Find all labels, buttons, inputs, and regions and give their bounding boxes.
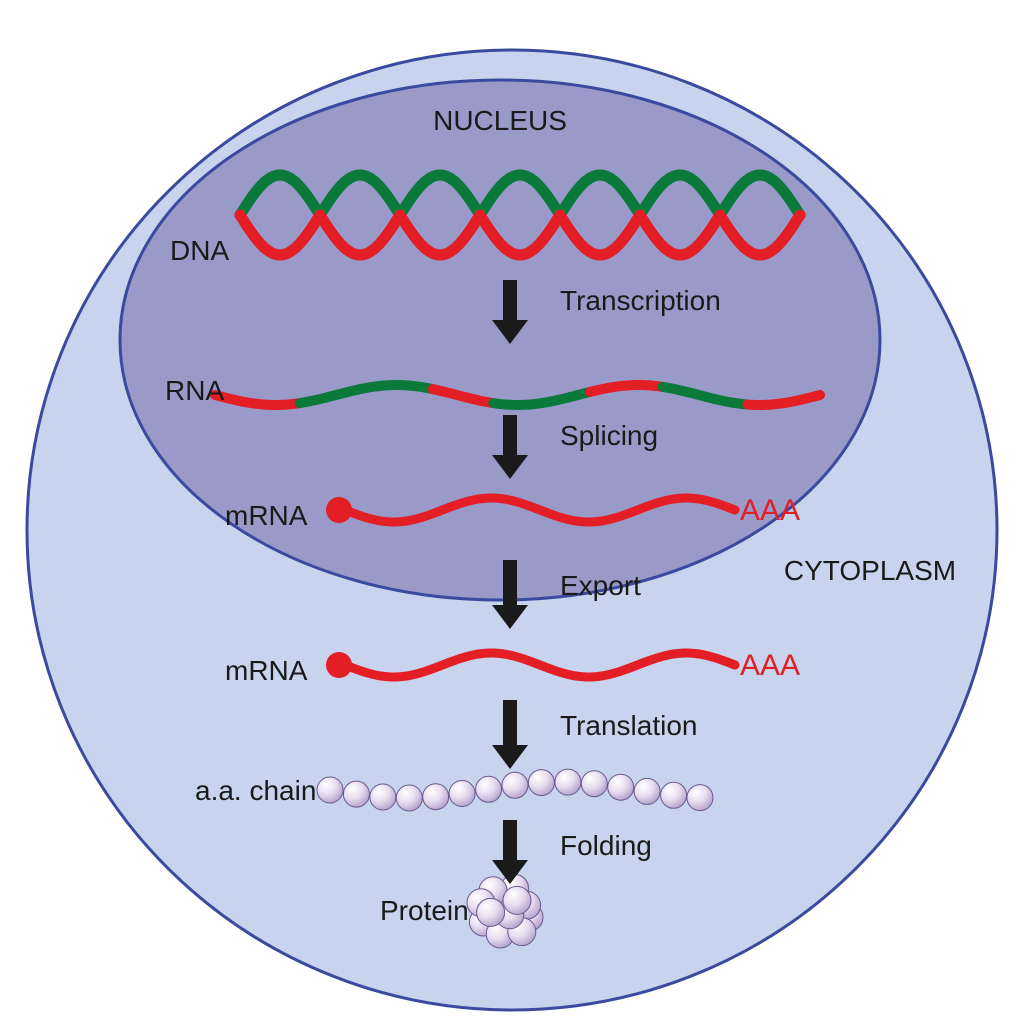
- mrna-cap: [326, 652, 352, 678]
- aa-bead: [370, 784, 396, 810]
- protein-bead: [477, 898, 505, 926]
- aa-bead: [396, 785, 422, 811]
- aa-bead: [476, 776, 502, 802]
- label-mrna-1: mRNA: [225, 500, 308, 531]
- step-label-4: Folding: [560, 830, 652, 861]
- aa-bead: [528, 770, 554, 796]
- step-label-2: Export: [560, 570, 641, 601]
- aa-bead: [581, 771, 607, 797]
- aa-bead: [502, 772, 528, 798]
- label-polya-2: AAA: [740, 649, 800, 682]
- aa-bead: [555, 769, 581, 795]
- aa-bead: [317, 777, 343, 803]
- diagram-canvas: NUCLEUS CYTOPLASM DNA RNA mRNA mRNA a.a.…: [0, 0, 1024, 1024]
- label-nucleus: NUCLEUS: [433, 105, 567, 136]
- label-polya-1: AAA: [740, 494, 800, 527]
- label-mrna-2: mRNA: [225, 655, 308, 686]
- label-protein: Protein: [380, 895, 469, 926]
- step-label-0: Transcription: [560, 285, 721, 316]
- aa-bead: [687, 785, 713, 811]
- label-aa-chain: a.a. chain: [195, 775, 316, 806]
- label-rna: RNA: [165, 375, 224, 406]
- aa-bead: [423, 784, 449, 810]
- aa-bead: [608, 774, 634, 800]
- aa-bead: [449, 781, 475, 807]
- step-label-1: Splicing: [560, 420, 658, 451]
- aa-bead: [343, 781, 369, 807]
- aa-bead: [661, 782, 687, 808]
- protein-bead: [503, 886, 531, 914]
- aa-bead: [634, 778, 660, 804]
- mrna-cap: [326, 497, 352, 523]
- step-label-3: Translation: [560, 710, 697, 741]
- label-cytoplasm: CYTOPLASM: [784, 555, 956, 586]
- label-dna: DNA: [170, 235, 229, 266]
